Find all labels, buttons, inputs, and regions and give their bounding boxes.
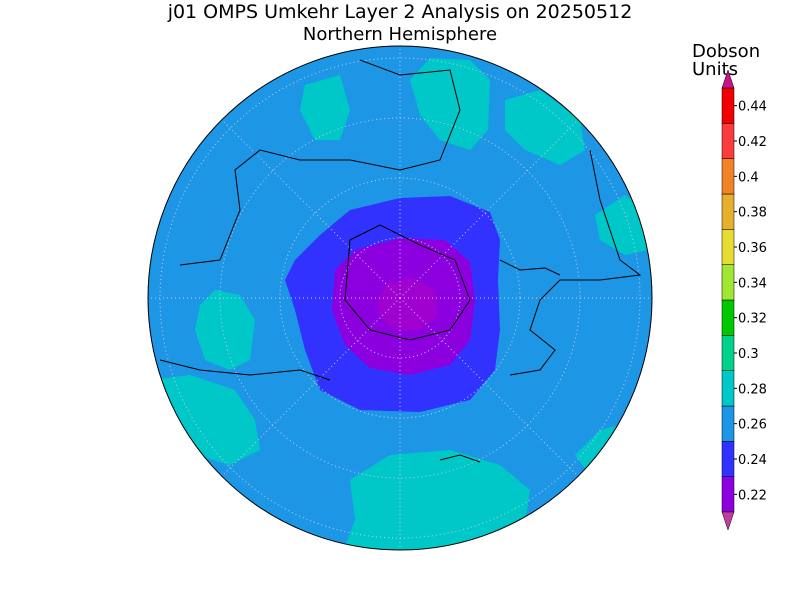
colorbar-segment [721,299,735,336]
colorbar-segment [721,264,735,301]
colorbar-over [721,69,735,89]
colorbar-tick-label: 0.38 [738,206,767,221]
colorbar-tick-label: 0.44 [738,100,767,115]
colorbar-segment [721,441,735,477]
colorbar-segment [721,405,735,442]
colorbar-tick-label: 0.22 [738,488,767,503]
colorbar-segment [721,476,735,513]
colorbar-label: Dobson [692,41,760,62]
colorbar-tick-label: 0.34 [738,276,767,291]
colorbar-segment [721,229,735,265]
colorbar-segment [721,193,735,230]
map [148,46,652,550]
colorbar-tick-label: 0.32 [738,312,767,327]
map-border [147,45,653,551]
colorbar-tick-label: 0.42 [738,135,767,150]
colorbar-tick-label: 0.4 [738,170,759,185]
colorbar-segment [721,123,735,159]
colorbar-tick-label: 0.26 [738,418,767,433]
title: j01 OMPS Umkehr Layer 2 Analysis on 2025… [167,1,633,23]
colorbar-segment [721,370,735,407]
colorbar-under [721,511,735,531]
graticule [148,46,652,550]
colorbar-segment [721,87,735,124]
subtitle: Northern Hemisphere [303,24,497,45]
colorbar-tick-label: 0.3 [738,347,759,362]
colorbar-label: Units [692,59,738,80]
inner-region [378,278,438,330]
colorbar-segment [721,335,735,371]
colorbar-tick-label: 0.28 [738,382,767,397]
colorbar-tick-label: 0.24 [738,453,767,468]
coastlines [159,59,642,463]
colorbar-tick-label: 0.36 [738,241,767,256]
colorbar-segment [721,158,735,195]
